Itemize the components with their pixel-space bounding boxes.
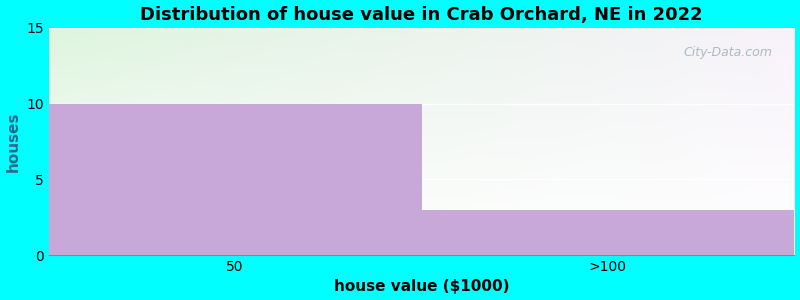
Bar: [422, 210, 794, 255]
Y-axis label: houses: houses: [6, 111, 21, 172]
Bar: [49, 103, 422, 255]
Title: Distribution of house value in Crab Orchard, NE in 2022: Distribution of house value in Crab Orch…: [140, 6, 703, 24]
X-axis label: house value ($1000): house value ($1000): [334, 279, 510, 294]
Text: City-Data.com: City-Data.com: [683, 46, 772, 59]
